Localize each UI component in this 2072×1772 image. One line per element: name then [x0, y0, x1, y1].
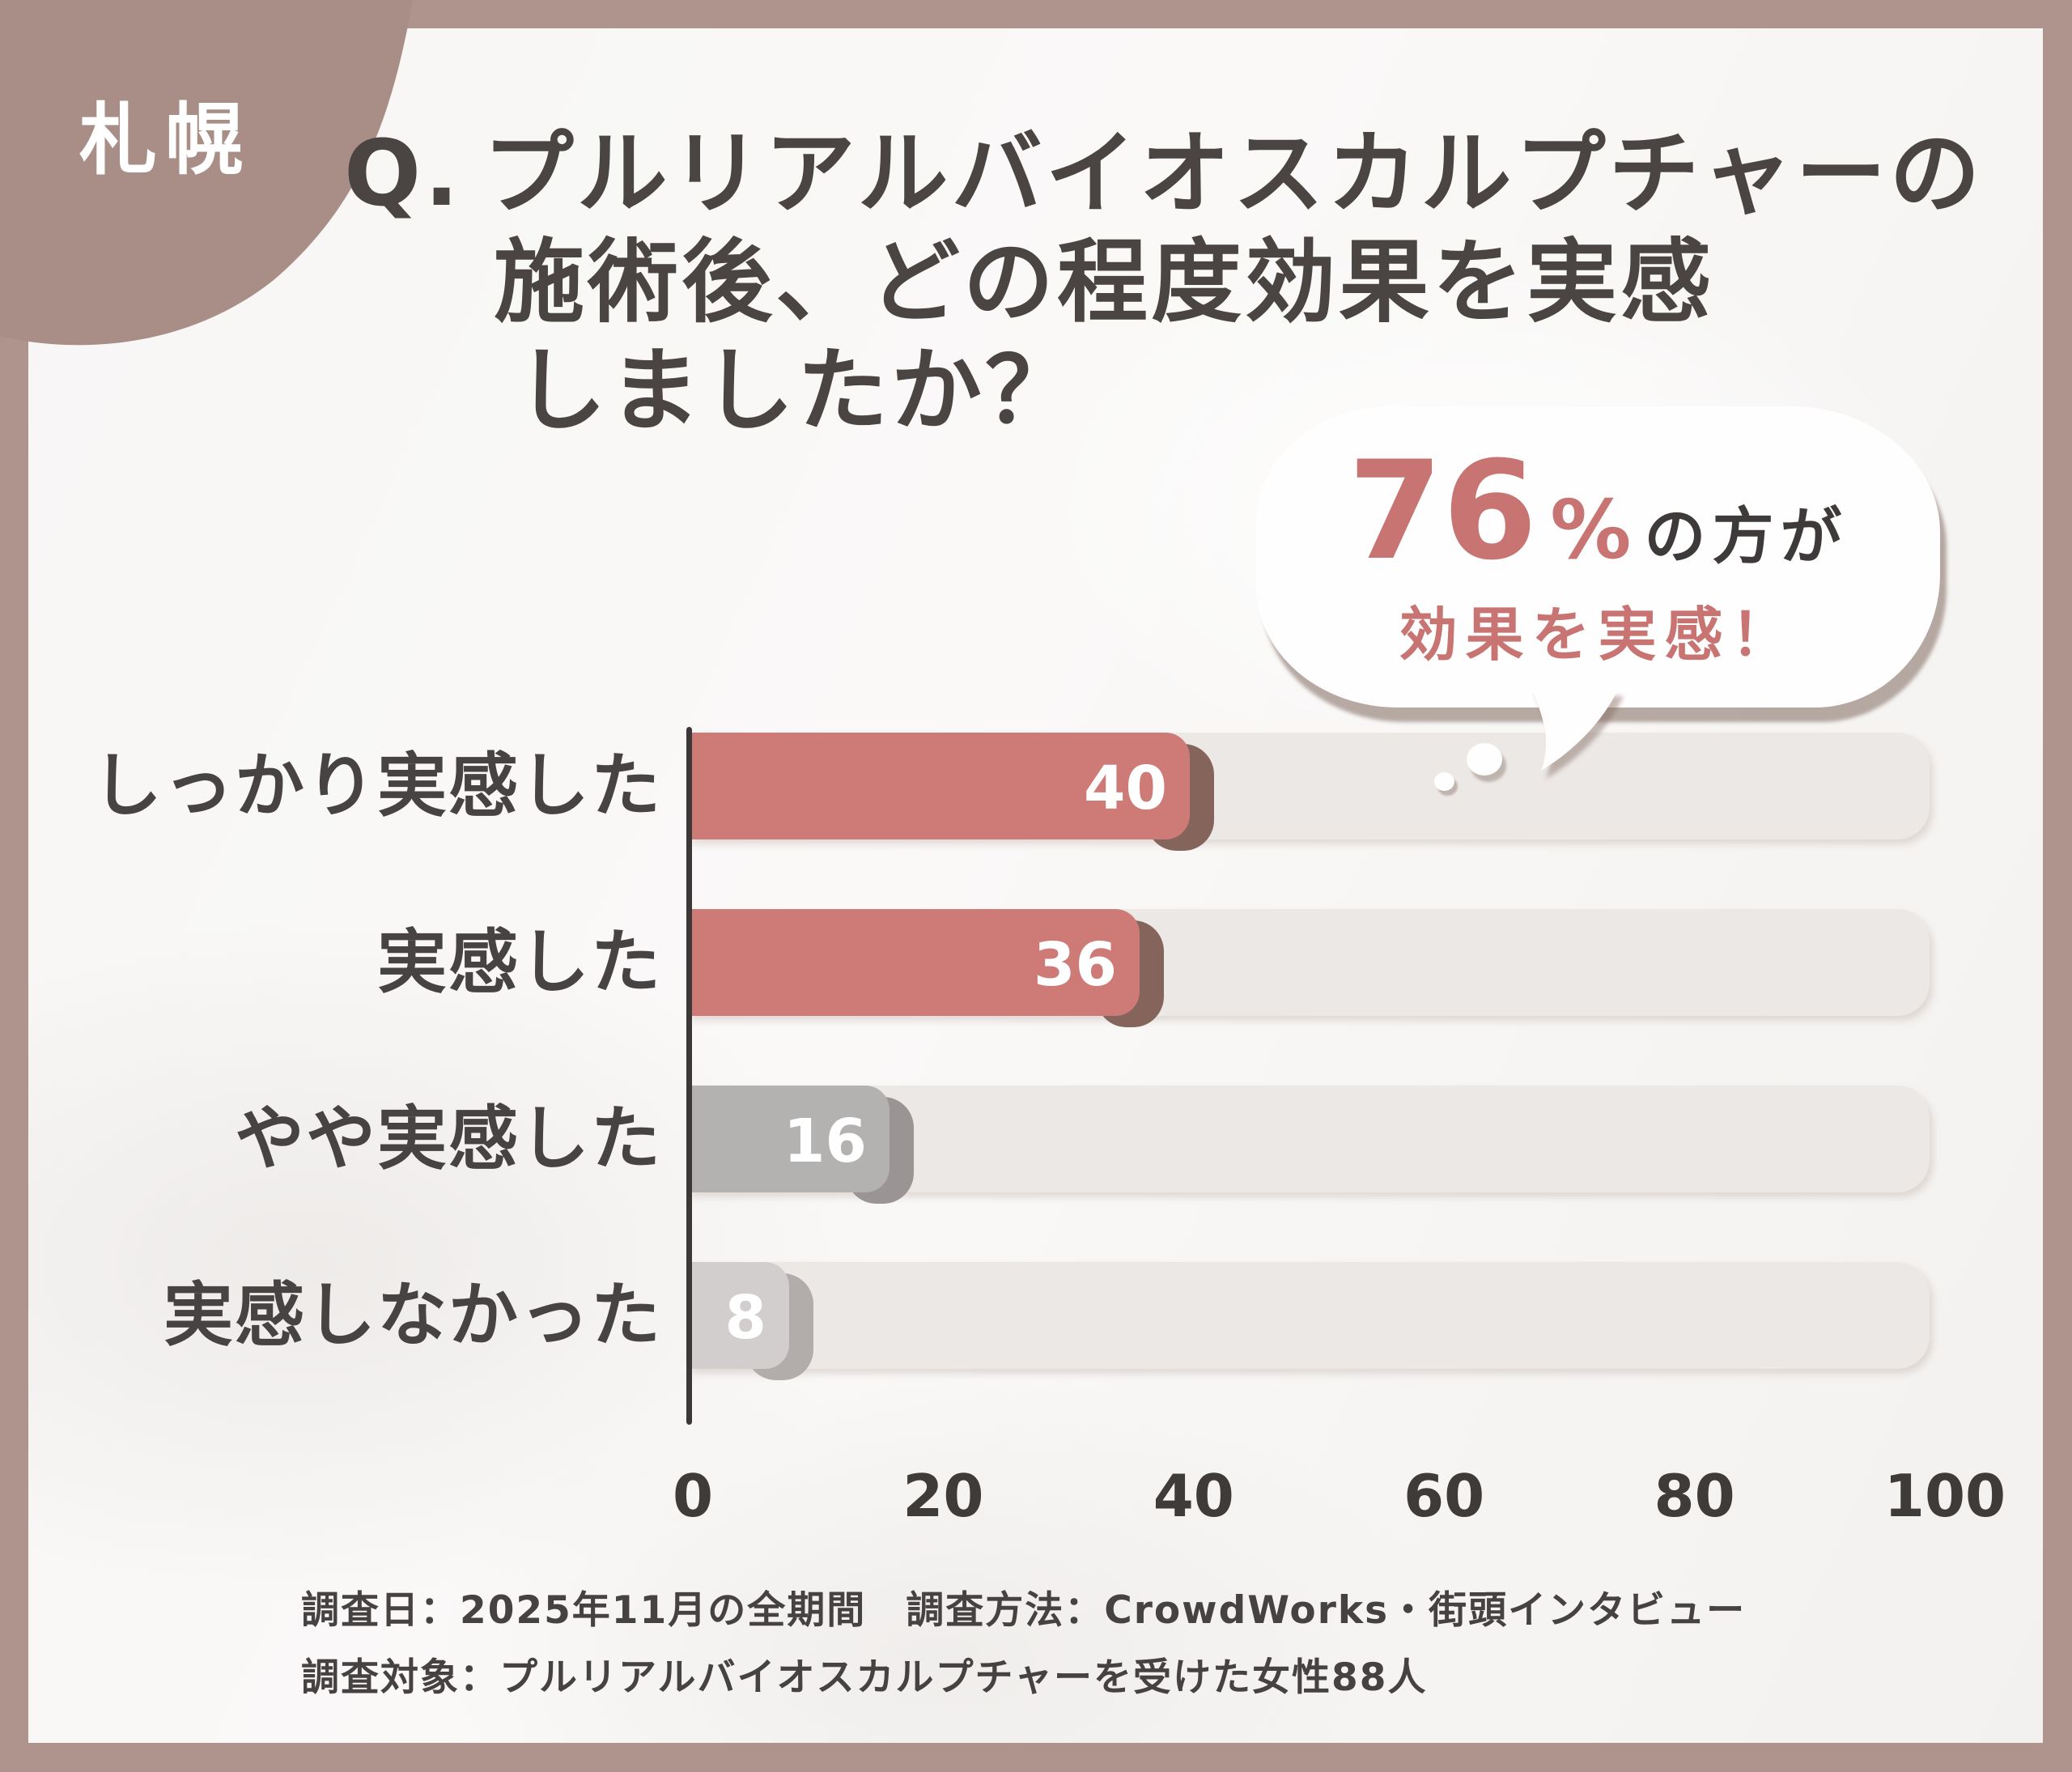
bar-row-1: しっかり実感した 40: [0, 733, 2072, 851]
bubble-tail: [1530, 685, 1619, 771]
bar-fill: 16: [689, 1086, 890, 1192]
y-axis-line: [686, 727, 692, 1425]
bubble-percent-sign: %: [1550, 482, 1632, 577]
bubble-percent-value: 76: [1348, 431, 1538, 590]
x-axis-tick: 100: [1883, 1462, 2006, 1530]
bar-value-label: 36: [1034, 930, 1117, 1000]
bubble-second-line: 効果を実感！: [1399, 600, 1798, 669]
bar-value-label: 16: [783, 1107, 867, 1176]
category-label: 実感した: [377, 922, 662, 1003]
region-badge: 札幌: [79, 95, 251, 185]
question-title: Q. プルリアルバイオスカルプチャーの 施術後、どの程度効果を実感 しましたか？: [344, 120, 1984, 445]
category-label: しっかり実感した: [92, 746, 662, 827]
x-axis-tick: 0: [672, 1462, 714, 1530]
category-label: やや実感した: [235, 1098, 662, 1179]
bubble-line1: 76 % の方が: [1348, 443, 1849, 579]
question-title-line1: Q. プルリアルバイオスカルプチャーの: [344, 120, 1984, 228]
bar-fill: 36: [689, 909, 1140, 1016]
survey-footnote-line2: 調査対象：プルリアルバイオスカルプチャーを受けた女性88人: [301, 1655, 1428, 1700]
survey-footnote-line1: 調査日：2025年11月の全期間 調査方法：CrowdWorks・街頭インタビュ…: [301, 1588, 1747, 1633]
bar-value-label: 8: [724, 1283, 767, 1353]
bar-fill: 40: [689, 733, 1190, 839]
question-title-line2: 施術後、どの程度効果を実感: [494, 230, 1714, 335]
bar-row-4: 実感しなかった 8: [0, 1262, 2072, 1380]
question-prefix: Q.: [344, 121, 462, 227]
corner-blob-shape: [0, 0, 413, 346]
x-axis-tick: 60: [1403, 1462, 1485, 1530]
x-axis-tick: 40: [1153, 1462, 1234, 1530]
bar-row-3: やや実感した 16: [0, 1086, 2072, 1204]
x-axis-tick: 80: [1654, 1462, 1735, 1530]
bubble-thought-dot-large: [1467, 743, 1502, 776]
bar-row-2: 実感した 36: [0, 909, 2072, 1027]
question-line1-text: プルリアルバイオスカルプチャーの: [482, 121, 1984, 227]
bubble-thought-dot-small: [1434, 772, 1454, 791]
bar-track: [689, 1262, 1930, 1369]
content-panel: [28, 28, 2043, 1743]
question-title-line3: しましたか？: [516, 338, 1079, 444]
bubble-percent-suffix: の方が: [1644, 499, 1849, 572]
bar-value-label: 40: [1084, 754, 1167, 823]
bar-fill: 8: [689, 1262, 789, 1369]
category-label: 実感しなかった: [163, 1275, 662, 1356]
highlight-thought-bubble: 76 % の方が 効果を実感！: [1256, 406, 1940, 708]
survey-footnote: 調査日：2025年11月の全期間 調査方法：CrowdWorks・街頭インタビュ…: [301, 1577, 1746, 1711]
x-axis-tick: 20: [902, 1462, 984, 1530]
